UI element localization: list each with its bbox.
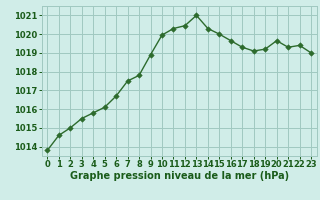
- X-axis label: Graphe pression niveau de la mer (hPa): Graphe pression niveau de la mer (hPa): [70, 171, 289, 181]
